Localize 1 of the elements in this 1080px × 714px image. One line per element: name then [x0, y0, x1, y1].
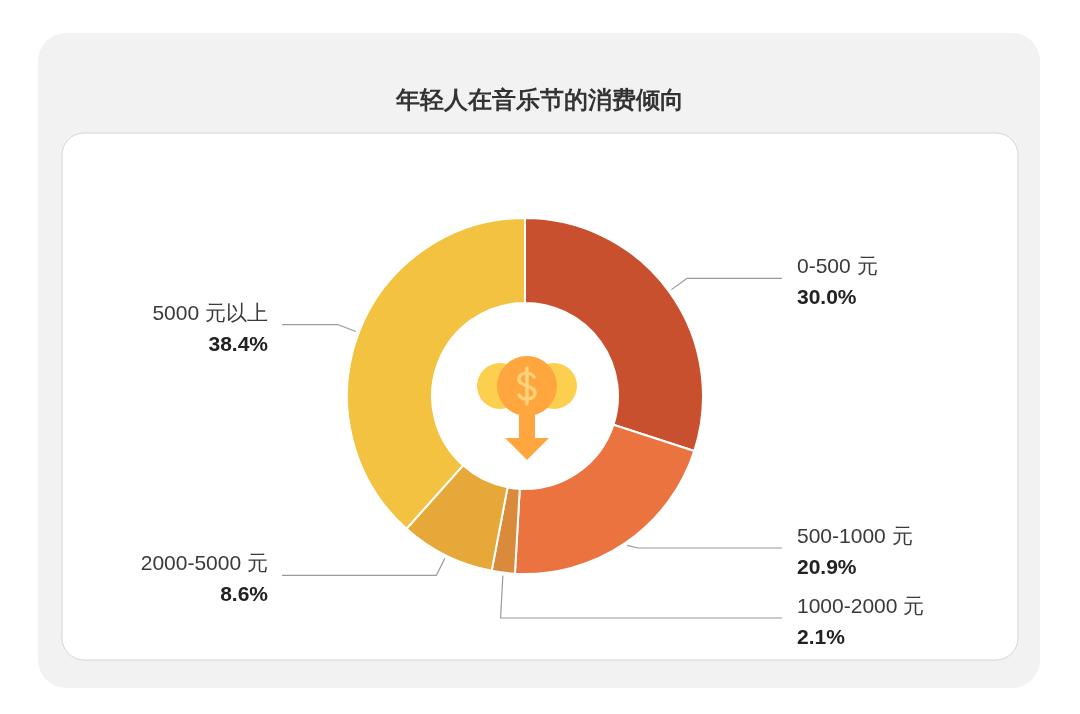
- title: 年轻人在音乐节的消费倾向: [396, 86, 684, 113]
